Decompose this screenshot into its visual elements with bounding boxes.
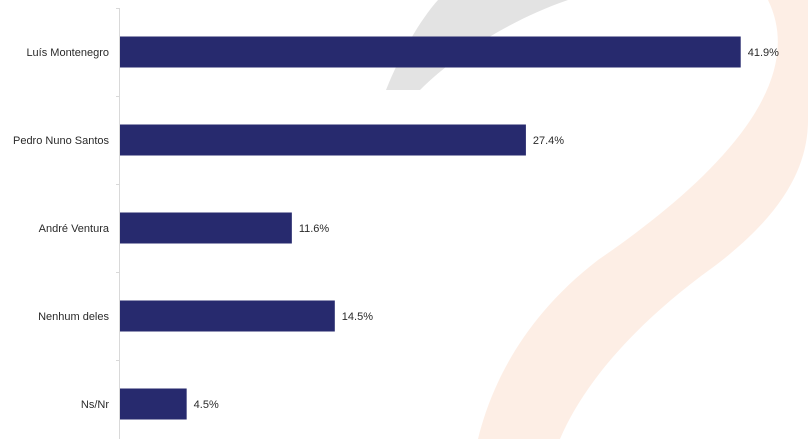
category-axis-ticks <box>116 8 120 361</box>
bars-group <box>120 36 741 420</box>
category-label: Luís Montenegro <box>26 47 109 59</box>
bar <box>120 124 526 156</box>
value-labels-group: 41.9% 27.4% 11.6% 14.5% 4.5% <box>194 47 779 411</box>
category-label: Ns/Nr <box>81 399 109 411</box>
value-label: 27.4% <box>533 135 564 147</box>
bar <box>120 300 335 332</box>
category-label: Nenhum deles <box>38 311 109 323</box>
category-labels-group: Luís Montenegro Pedro Nuno Santos André Ve… <box>13 47 110 411</box>
category-label: André Ventura <box>39 223 110 235</box>
bar <box>120 36 741 68</box>
value-label: 14.5% <box>342 311 373 323</box>
bar <box>120 388 187 420</box>
value-label: 11.6% <box>299 223 330 235</box>
category-label: Pedro Nuno Santos <box>13 135 110 147</box>
background-swoosh-light <box>478 0 808 439</box>
value-label: 41.9% <box>748 47 779 59</box>
value-label: 4.5% <box>194 399 219 411</box>
bar <box>120 212 292 244</box>
